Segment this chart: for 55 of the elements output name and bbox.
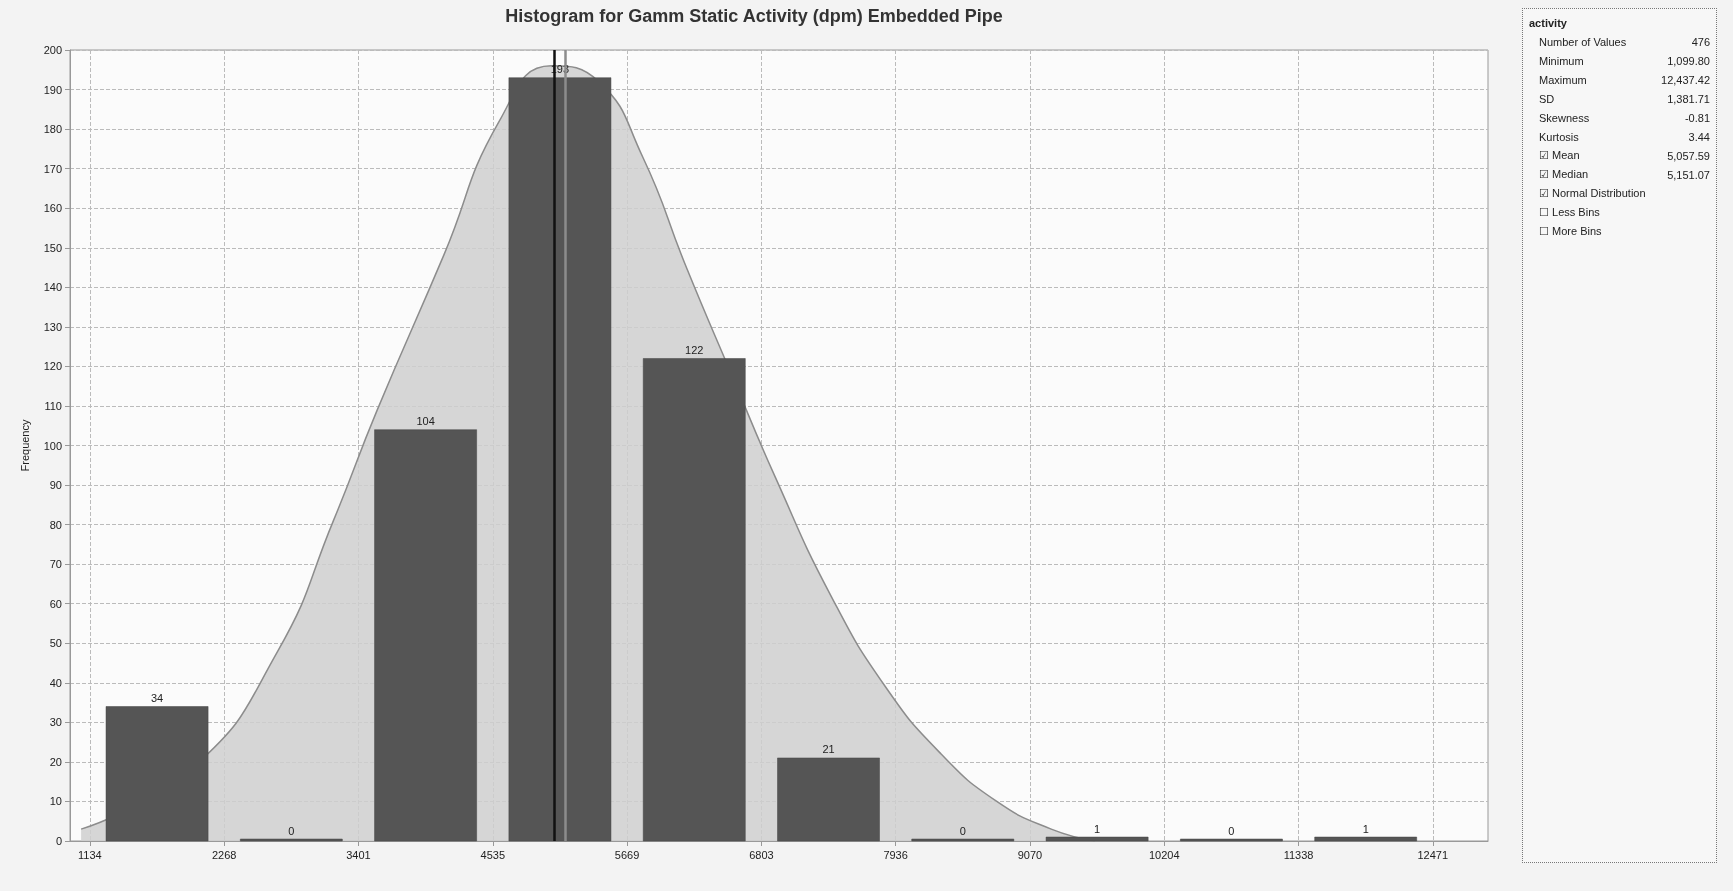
data-label: 104 <box>416 415 435 428</box>
data-label: 34 <box>150 692 164 705</box>
text: Maximum 12,437.42 <box>1539 73 1710 86</box>
x-tick-label: 10204 <box>1148 848 1180 861</box>
text: Number of Values 476 <box>1539 35 1710 48</box>
text: Skewness -0.81 <box>1539 111 1710 124</box>
text: activity <box>1529 16 1567 29</box>
y-tick-label: 150 <box>43 241 62 254</box>
y-tick-label: 110 <box>44 399 62 412</box>
text: ☑ Normal Distribution <box>1539 187 1646 200</box>
data-label: 0 <box>288 824 295 837</box>
y-tick-label: 120 <box>43 360 62 373</box>
y-tick-label: 70 <box>49 558 62 571</box>
y-tick-label: 160 <box>43 202 62 215</box>
data-label: 1 <box>1094 822 1101 835</box>
y-tick-label: 140 <box>43 281 62 294</box>
y-tick-label: 40 <box>49 676 62 689</box>
y-tick-label: 50 <box>49 637 62 650</box>
x-tick-label: 6803 <box>749 848 774 861</box>
data-label: 0 <box>959 824 966 837</box>
data-label: 21 <box>822 743 835 756</box>
x-tick-label: 7936 <box>883 848 908 861</box>
y-tick-label: 0 <box>55 835 62 847</box>
x-tick-label: 5669 <box>614 848 640 861</box>
x-tick-label: 12471 <box>1417 848 1449 861</box>
text: SD 1,381.71 <box>1539 92 1710 105</box>
x-tick-label: 11338 <box>1283 848 1314 861</box>
text: ☑ Median 5,151.07 <box>1539 168 1710 181</box>
x-tick-label: 3401 <box>346 848 371 861</box>
y-tick-label: 200 <box>43 44 62 56</box>
text: Kurtosis 3.44 <box>1539 130 1710 143</box>
text: Minimum 1,099.80 <box>1539 54 1710 67</box>
y-tick-label: 130 <box>43 320 62 333</box>
x-tick-label: 4535 <box>480 848 505 861</box>
data-label: 0 <box>1228 824 1235 837</box>
y-tick-label: 90 <box>49 479 62 492</box>
data-label: 1 <box>1362 822 1369 835</box>
x-tick-label: 9070 <box>1017 848 1043 861</box>
y-tick-label: 60 <box>49 597 62 610</box>
y-tick-label: 80 <box>49 518 62 531</box>
text: ☐ More Bins <box>1539 225 1602 238</box>
y-tick-label: 180 <box>43 123 62 136</box>
y-tick-label: 170 <box>43 162 62 175</box>
text: ☐ Less Bins <box>1539 206 1600 219</box>
x-tick-label: 2268 <box>211 848 237 861</box>
text: ☑ Mean 5,057.59 <box>1539 149 1710 162</box>
x-tick-label: 1134 <box>78 848 102 861</box>
y-tick-label: 100 <box>43 439 62 452</box>
chart-title: Histogram for Gamm Static Activity (dpm) Embedded Pipe <box>505 6 1003 26</box>
y-tick-label: 190 <box>43 83 62 96</box>
y-tick-label: 30 <box>49 716 62 729</box>
y-tick-label: 20 <box>49 755 62 768</box>
y-tick-label: 10 <box>49 795 62 808</box>
data-label: 122 <box>685 343 704 356</box>
y-axis-title: Frequency <box>18 419 31 472</box>
